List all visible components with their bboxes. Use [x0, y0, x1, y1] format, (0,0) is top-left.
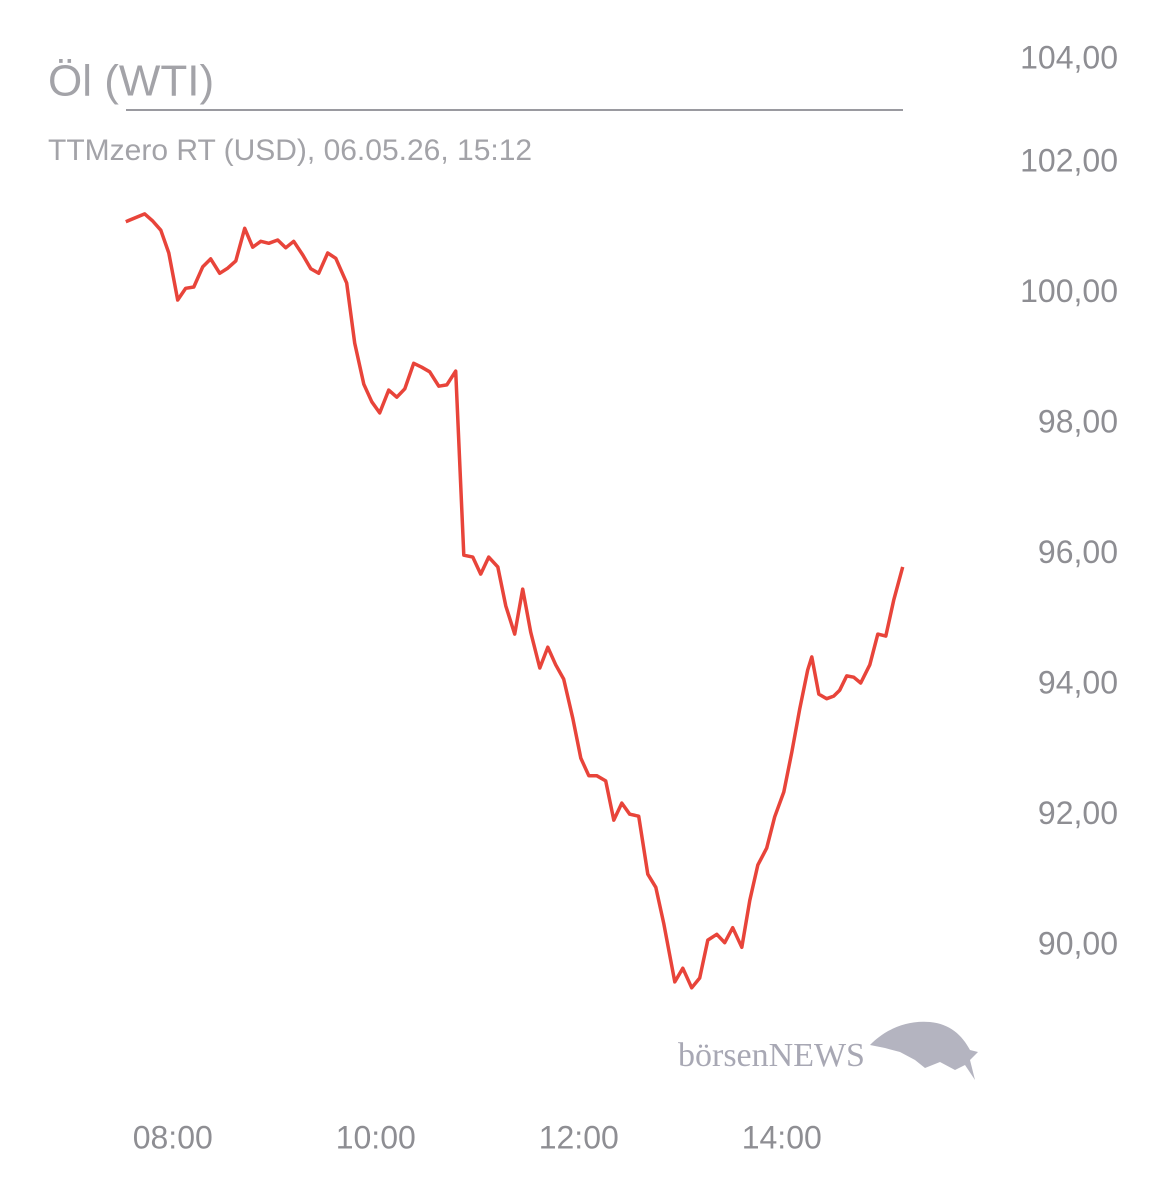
price-line — [125, 212, 905, 990]
x-tick-label: 10:00 — [336, 1119, 416, 1155]
y-tick-label: 104,00 — [1020, 39, 1118, 75]
y-tick-label: 96,00 — [1038, 534, 1118, 570]
y-tick-label: 100,00 — [1020, 273, 1118, 309]
y-tick-label: 90,00 — [1038, 925, 1118, 961]
watermark: börsenNEWS — [678, 1037, 865, 1074]
chart-title: Öl (WTI) — [48, 57, 214, 106]
y-tick-label: 98,00 — [1038, 403, 1118, 439]
watermark-bull — [870, 1021, 978, 1080]
y-tick-label: 94,00 — [1038, 664, 1118, 700]
x-tick-label: 14:00 — [742, 1119, 822, 1155]
x-tick-label: 08:00 — [133, 1119, 213, 1155]
y-tick-label: 92,00 — [1038, 795, 1118, 831]
x-tick-label: 12:00 — [539, 1119, 619, 1155]
y-tick-label: 102,00 — [1020, 142, 1118, 178]
chart-subtitle: TTMzero RT (USD), 06.05.26, 15:12 — [48, 134, 532, 167]
